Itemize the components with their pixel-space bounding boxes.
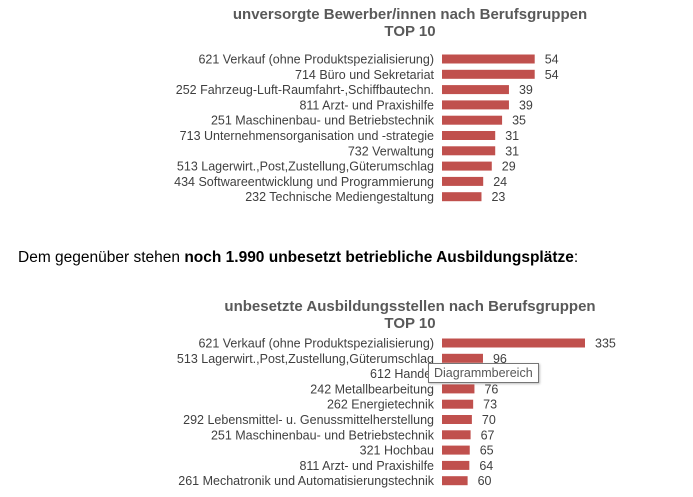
chart2-value-label: 70 — [482, 413, 496, 427]
chart1-value-label: 39 — [519, 83, 533, 97]
chart1-bar[interactable] — [442, 146, 496, 156]
chart2-category-label: 242 Metallbearbeitung — [310, 382, 434, 396]
chart2-value-label: 67 — [481, 428, 495, 442]
chart1-subtitle: TOP 10 — [384, 23, 436, 40]
chart2-value-label: 76 — [484, 382, 498, 396]
chart2-title: unbesetzte Ausbildungsstellen nach Beruf… — [0, 298, 693, 332]
chart2-value-label: 65 — [480, 444, 494, 458]
chart1-bar[interactable] — [442, 192, 482, 202]
summary-text: Dem gegenüber stehen noch 1.990 unbesetz… — [18, 249, 578, 267]
chart1-category-label: 252 Fahrzeug-Luft-Raumfahrt-,Schiffbaute… — [176, 83, 434, 97]
chart1-category-label: 713 Unternehmensorganisation und -strate… — [180, 129, 434, 143]
chart2-category-label: 811 Arzt- und Praxishilfe — [299, 459, 434, 473]
chart1-bar[interactable] — [442, 161, 492, 171]
chart1-value-label: 24 — [493, 175, 507, 189]
chart2-value-label: 335 — [595, 337, 616, 351]
chart1-value-label: 54 — [545, 68, 559, 82]
chart2-value-label: 73 — [483, 398, 497, 412]
chart1-category-label: 513 Lagerwirt.,Post,Zustellung,Güterumsc… — [177, 160, 434, 174]
chart1-value-label: 31 — [505, 144, 519, 158]
chart2-value-label: 64 — [479, 459, 493, 473]
chart1-bar[interactable] — [442, 131, 496, 140]
chart2-bar[interactable] — [442, 430, 471, 440]
chart2-category-label: 321 Hochbau — [360, 444, 434, 458]
summary-suffix: : — [573, 249, 579, 266]
chart2-bar[interactable] — [442, 338, 585, 348]
chart1-bar[interactable] — [442, 100, 509, 110]
chart2-category-label: 621 Verkauf (ohne Produktspezialisierung… — [198, 337, 434, 351]
chart1-bar[interactable] — [442, 54, 535, 64]
chart1-category-label: 714 Büro und Sekretariat — [295, 68, 435, 82]
chart1-category-label: 251 Maschinenbau- und Betriebstechnik — [211, 114, 435, 128]
chart2-value-label: 60 — [478, 474, 492, 488]
chart1-plot[interactable]: 621 Verkauf (ohne Produktspezialisierung… — [0, 0, 693, 240]
chart2-category-label: 251 Maschinenbau- und Betriebstechnik — [211, 428, 435, 442]
summary-prefix: Dem gegenüber stehen — [18, 249, 185, 266]
chart2-subtitle: TOP 10 — [384, 315, 436, 332]
chart2-bar[interactable] — [442, 415, 472, 424]
chart1-category-label: 434 Softwareentwicklung und Programmieru… — [174, 175, 434, 189]
chart2-category-label: 612 Handel — [370, 367, 434, 381]
chart2-bar[interactable] — [442, 384, 475, 394]
chart-area-tooltip: Diagrammbereich — [428, 363, 539, 383]
chart1-category-label: 621 Verkauf (ohne Produktspezialisierung… — [198, 53, 434, 67]
chart1-category-label: 732 Verwaltung — [348, 144, 434, 158]
chart1-value-label: 31 — [505, 129, 519, 143]
chart1-bar[interactable] — [442, 69, 535, 79]
chart1-category-label: 811 Arzt- und Praxishilfe — [299, 98, 434, 112]
chart1-category-label: 232 Technische Mediengestaltung — [245, 190, 434, 204]
chart1-title: unversorgte Bewerber/innen nach Berufsgr… — [0, 6, 693, 40]
chart1-bar[interactable] — [442, 85, 509, 95]
chart1-bar[interactable] — [442, 176, 484, 186]
chart2-value-label: 96 — [493, 352, 507, 366]
chart2-bar[interactable] — [442, 476, 468, 486]
chart2-category-label: 513 Lagerwirt.,Post,Zustellung,Güterumsc… — [177, 352, 434, 366]
chart1-value-label: 39 — [519, 98, 533, 112]
chart2-bar[interactable] — [442, 460, 470, 470]
chart2-bar[interactable] — [442, 445, 470, 455]
chart1-bar[interactable] — [442, 115, 503, 125]
chart2-category-label: 292 Lebensmittel- u. Genussmittelherstel… — [183, 413, 434, 427]
chart1-value-label: 35 — [512, 114, 526, 128]
chart1-value-label: 54 — [545, 53, 559, 67]
chart2-category-label: 261 Mechatronik und Automatisierungstech… — [178, 474, 434, 488]
summary-bold: noch 1.990 unbesetzt betriebliche Ausbil… — [184, 249, 574, 266]
chart2-bar[interactable] — [442, 353, 483, 363]
chart1-value-label: 23 — [491, 190, 505, 204]
chart1-value-label: 29 — [502, 160, 516, 174]
chart2-category-label: 262 Energietechnik — [327, 398, 435, 412]
chart2-bar[interactable] — [442, 399, 474, 409]
chart2-title-line: unbesetzte Ausbildungsstellen nach Beruf… — [224, 298, 596, 315]
chart1-title-line: unversorgte Bewerber/innen nach Berufsgr… — [232, 6, 588, 23]
